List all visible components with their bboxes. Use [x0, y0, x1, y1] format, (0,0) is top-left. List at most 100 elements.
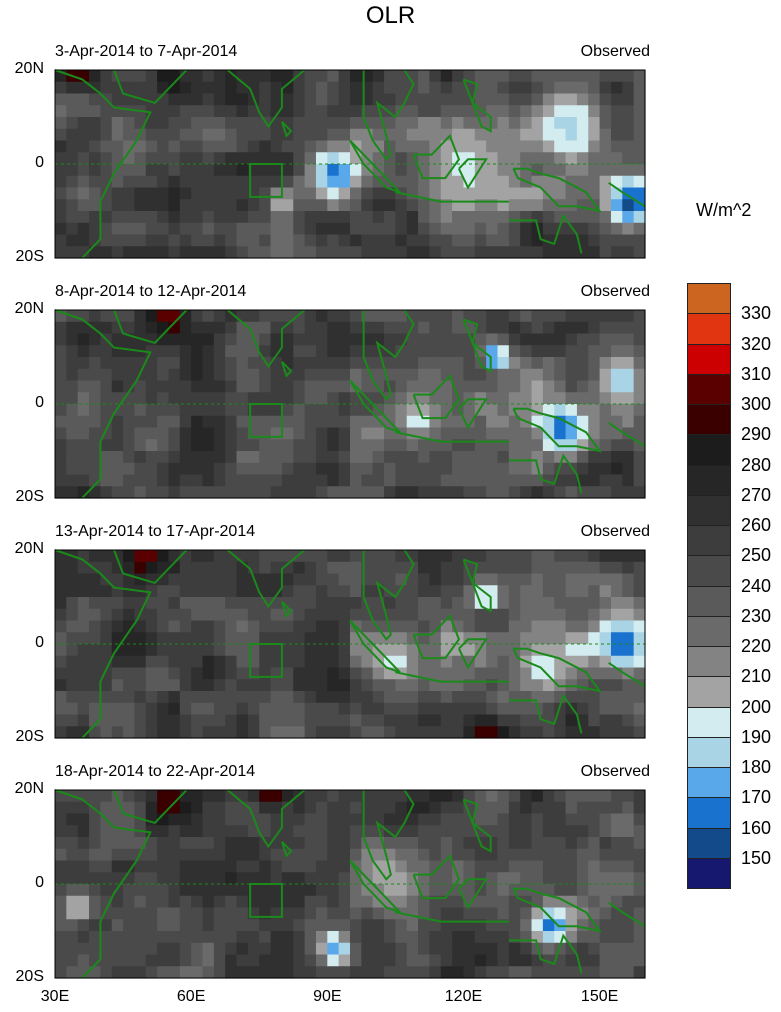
olr-cell [463, 211, 476, 224]
olr-cell [213, 966, 226, 979]
coastline [280, 601, 293, 618]
olr-cell [55, 714, 67, 727]
olr-cell [463, 550, 476, 563]
olr-cell [191, 451, 204, 464]
olr-cell [463, 702, 476, 716]
olr-cell [111, 152, 124, 165]
olr-cell [452, 801, 465, 815]
olr-cell [418, 187, 431, 200]
olr-cell [418, 70, 431, 83]
olr-cell [270, 954, 283, 967]
olr-cell [610, 691, 623, 704]
olr-cell [281, 70, 294, 83]
olr-cell [486, 140, 499, 153]
olr-cell [520, 164, 533, 177]
olr-cell [236, 813, 249, 826]
olr-cell [486, 164, 499, 177]
olr-cell [89, 368, 101, 382]
olr-cell [89, 813, 101, 826]
olr-cell [202, 199, 215, 212]
olr-cell [77, 187, 90, 200]
olr-cell [497, 234, 510, 247]
olr-cell [100, 702, 113, 716]
olr-cell [508, 550, 521, 563]
olr-cell [361, 246, 374, 259]
olr-cell [293, 70, 306, 83]
olr-cell [191, 70, 204, 83]
olr-cell [157, 597, 170, 610]
olr-cell [463, 667, 476, 680]
olr-cell [315, 644, 328, 657]
olr-cell [622, 931, 635, 944]
olr-cell [338, 872, 351, 885]
colorbar-swatch [687, 646, 731, 678]
olr-cell [168, 345, 181, 358]
olr-cell [77, 632, 90, 645]
olr-cell [486, 907, 499, 920]
olr-cell [418, 848, 431, 862]
olr-cell [474, 884, 487, 897]
olr-cell [202, 345, 215, 358]
olr-cell [474, 907, 487, 920]
olr-cell [497, 667, 510, 680]
olr-cell [259, 550, 272, 563]
olr-cell [554, 931, 567, 944]
olr-cell [372, 93, 385, 106]
olr-cell [497, 451, 510, 464]
olr-cell [134, 81, 147, 95]
olr-cell [191, 439, 204, 452]
olr-cell [440, 175, 453, 189]
region-box [249, 403, 283, 438]
olr-cell [100, 954, 113, 967]
olr-cell [542, 872, 555, 885]
olr-cell [213, 105, 226, 118]
olr-cell [145, 573, 158, 586]
olr-cell [463, 597, 476, 610]
olr-cell [542, 667, 555, 680]
olr-cell [486, 573, 499, 586]
olr-cell [168, 404, 181, 417]
olr-cell [361, 105, 374, 118]
olr-cell [157, 427, 170, 440]
olr-cell [270, 702, 283, 716]
olr-cell [440, 187, 453, 200]
olr-cell [100, 380, 113, 393]
olr-cell [474, 585, 487, 598]
olr-cell [429, 954, 442, 967]
olr-cell [315, 632, 328, 645]
olr-cell [247, 931, 260, 944]
olr-cell [406, 234, 419, 247]
olr-cell [486, 128, 499, 142]
olr-cell [89, 404, 101, 417]
coastline [608, 421, 646, 448]
olr-cell [508, 152, 521, 165]
olr-cell [338, 655, 351, 669]
olr-cell [440, 679, 453, 692]
olr-cell [236, 860, 249, 873]
olr-cell [565, 691, 578, 704]
olr-cell [622, 801, 635, 815]
olr-cell [55, 860, 67, 873]
olr-cell [372, 608, 385, 622]
olr-cell [497, 199, 510, 212]
olr-cell [236, 620, 249, 633]
olr-cell [497, 790, 510, 803]
olr-cell [452, 860, 465, 873]
olr-cell [361, 954, 374, 967]
olr-cell [486, 368, 499, 382]
olr-cell [622, 884, 635, 897]
olr-cell [259, 105, 272, 118]
olr-cell [225, 415, 238, 429]
olr-cell [463, 368, 476, 382]
olr-cell [542, 620, 555, 633]
olr-cell [315, 222, 328, 236]
olr-cell [270, 199, 283, 212]
olr-cell [440, 140, 453, 153]
olr-cell [622, 655, 635, 669]
olr-cell [463, 404, 476, 417]
olr-cell [157, 561, 170, 575]
olr-cell [213, 679, 226, 692]
olr-cell [293, 872, 306, 885]
olr-cell [497, 321, 510, 335]
olr-cell [497, 620, 510, 633]
